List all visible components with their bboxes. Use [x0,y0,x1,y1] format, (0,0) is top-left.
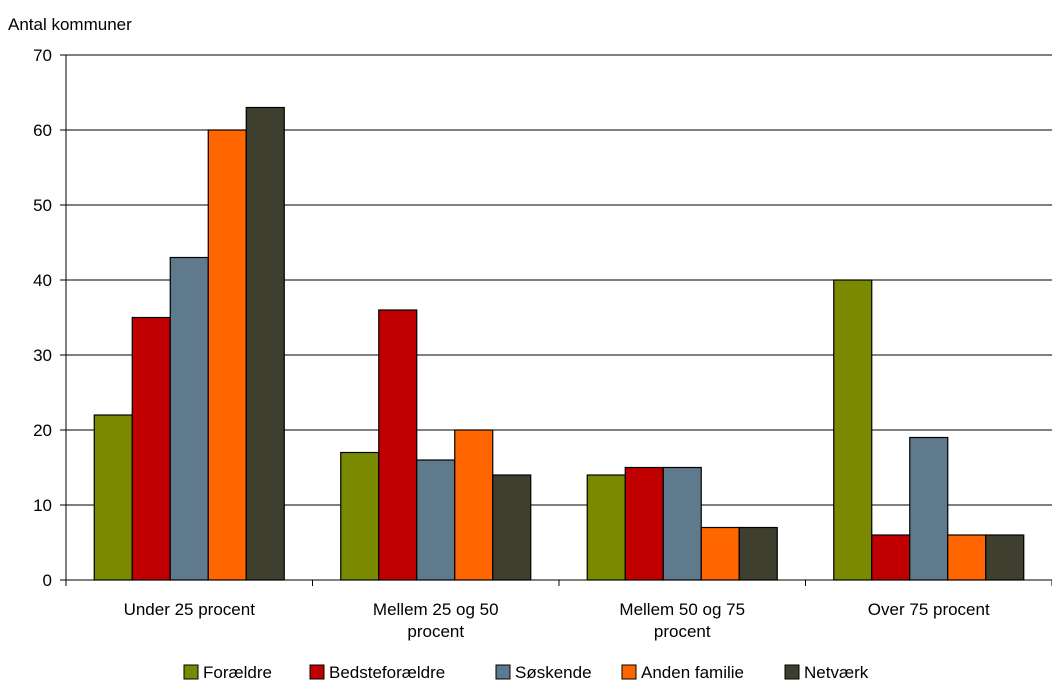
legend-label: Forældre [203,663,272,680]
bar [586,474,626,581]
bar [624,466,664,581]
legend-swatch [784,664,800,680]
bar [492,474,532,581]
bar [416,459,456,581]
bar [985,534,1025,581]
legend-swatch [183,664,199,680]
legend-label: Bedsteforældre [329,663,445,680]
bar [454,429,494,581]
bar [662,466,702,581]
axes [65,55,1052,586]
bar [169,256,209,581]
y-tick-label: 10 [33,496,52,515]
bar [700,526,740,581]
y-axis-label: Antal kommuner [8,15,132,34]
bar [871,534,911,581]
y-tick-label: 70 [33,46,52,65]
legend-swatch [309,664,325,680]
legend-label: Søskende [515,663,592,680]
y-tick-label: 20 [33,421,52,440]
x-axis-tick-labels: Under 25 procent Mellem 25 og 50 procent Me… [124,600,990,641]
y-tick-label: 50 [33,196,52,215]
bar [738,526,778,581]
bar [207,129,247,581]
y-axis-ticks: 0 10 20 30 40 50 60 70 [33,46,66,590]
bars [93,106,1025,581]
x-tick-label: Under 25 procent [124,600,256,619]
legend-label: Netværk [804,663,869,680]
x-tick-label: Mellem 50 og 75 procent [619,600,745,641]
x-tick-label: Over 75 procent [868,600,990,619]
y-tick-label: 40 [33,271,52,290]
bar [93,414,133,581]
bar [340,451,380,581]
legend-label: Anden familie [641,663,744,680]
y-tick-label: 60 [33,121,52,140]
bar [909,436,949,581]
y-tick-label: 0 [43,571,52,590]
bar [947,534,987,581]
legend-swatch [495,664,511,680]
legend: Forældre Bedsteforældre Søskende Anden fami… [183,663,869,680]
bar [833,279,873,581]
x-tick-label: Mellem 25 og 50 procent [373,600,499,641]
y-tick-label: 30 [33,346,52,365]
bar [378,309,418,581]
legend-swatch [621,664,637,680]
bar [131,316,171,581]
bar [245,106,285,581]
